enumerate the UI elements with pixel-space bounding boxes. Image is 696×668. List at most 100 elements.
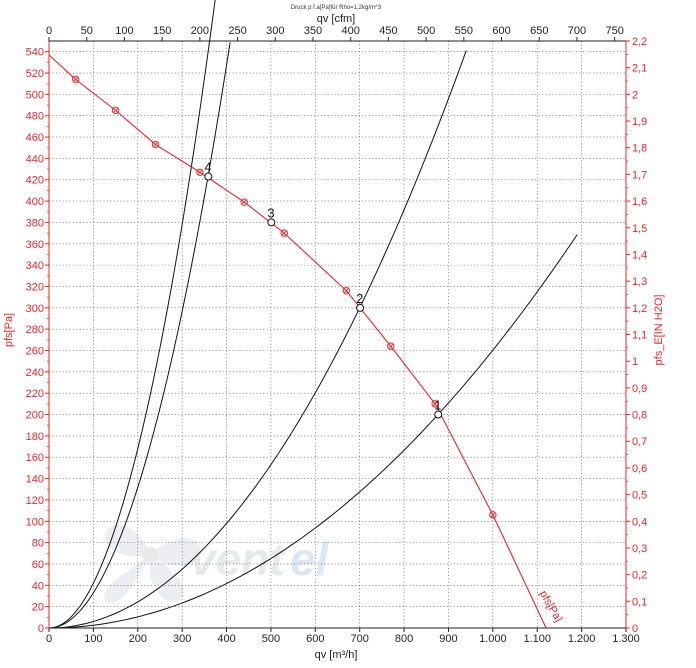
fan-curve-marker-5 [240,198,248,206]
x2-tick-label-5: 250 [228,25,246,37]
x2-tick-label-3: 150 [153,25,171,37]
x-tick-label-12: 1.200 [568,633,596,645]
x2-tick-label-11: 550 [455,25,473,37]
fan-curve-marker-3 [151,140,160,149]
x2-tick-label-10: 500 [417,25,435,37]
operating-point-label-2: 2 [356,291,363,306]
y-tick-label-26: 520 [26,68,44,80]
y-tick-label-16: 320 [26,281,44,293]
fan-curve-marker-6 [280,229,288,237]
operating-point-4 [204,172,213,181]
fan-curve-marker-10 [489,511,497,519]
operating-point-label-1: 1 [434,398,441,413]
x-tick-label-4: 400 [217,633,235,645]
x-tick-label-7: 700 [351,633,369,645]
y2-tick-label-8: 0,8 [632,410,647,422]
marker-ring [431,400,439,408]
marker-ring [342,287,351,295]
x2-tick-label-1: 50 [81,25,93,37]
y-tick-label-24: 480 [26,111,44,123]
y-tick-label-2: 40 [32,580,44,592]
operating-point-label-3: 3 [267,205,274,220]
x-tick-label-8: 800 [395,633,413,645]
y2-tick-label-6: 0,6 [632,463,647,475]
x2-tick-label-0: 0 [46,25,52,37]
y2-tick-label-0: 0 [632,623,638,635]
y2-tick-label-11: 1,1 [632,330,647,342]
points-layer: 1 2 3 4 [204,160,443,419]
marker-slash [113,107,119,113]
marker-ring [387,342,395,350]
y2-tick-label-5: 0,5 [632,490,647,502]
y2-tick-label-7: 0,7 [632,436,647,448]
y-tick-label-8: 160 [26,452,44,464]
y-tick-label-7: 140 [26,474,44,486]
fan-curve-marker-8 [387,342,395,350]
x-tick-label-11: 1.100 [523,633,551,645]
marker-slash [490,512,496,518]
marker-ring [240,198,248,206]
marker-slash [388,343,394,349]
chart-title: Druck p f.a[Pa]für Rho=1,2kg/m^3 [291,5,382,11]
y2-tick-label-20: 2 [632,89,638,101]
y2-tick-label-13: 1,3 [632,276,647,288]
x2-tick-label-8: 400 [342,25,360,37]
fan-curve-marker-9 [431,400,439,408]
marker-ring [71,75,80,84]
system-curve-1 [48,234,578,629]
marker-ring [196,168,204,176]
y-tick-label-12: 240 [26,367,44,379]
y2-tick-label-16: 1,6 [632,196,647,208]
grid-lines [49,41,626,628]
x-tick-label-5: 500 [262,633,280,645]
y-tick-label-15: 300 [26,303,44,315]
curves-layer [48,0,578,629]
system-curve-2 [48,50,467,629]
x-tick-label-1: 100 [84,633,102,645]
operating-point-2 [356,303,365,312]
svg-text:el: el [290,533,330,585]
marker-ring [280,229,288,237]
x2-tick-label-14: 700 [568,25,586,37]
marker-ring [111,106,120,115]
operating-point-3 [267,218,276,227]
y2-tick-label-12: 1,2 [632,303,647,315]
x-axis-title: qv [m³/h] [315,649,358,661]
y2-tick-label-4: 0,4 [632,516,647,528]
marker-slash [153,142,159,148]
y-tick-label-18: 360 [26,239,44,251]
y-tick-label-13: 260 [26,346,44,358]
fan-curve-marker-1 [71,75,80,84]
x2-tick-label-4: 200 [191,25,209,37]
x-tick-label-2: 200 [129,633,147,645]
x2-tick-label-9: 450 [379,25,397,37]
y2-tick-label-19: 1,9 [632,116,647,128]
y2-tick-label-10: 1 [632,356,638,368]
y-tick-label-10: 200 [26,410,44,422]
y-tick-label-20: 400 [26,196,44,208]
y-tick-label-25: 500 [26,89,44,101]
system-curve-4 [48,42,231,629]
y2-tick-label-17: 1,7 [632,169,647,181]
fan-curve-marker-7 [342,287,351,295]
y-tick-label-22: 440 [26,153,44,165]
fan-curve-label: pfs[Pa] [537,589,565,625]
marker-ring [489,511,497,519]
y-axis-title: pfs[Pa] [3,313,15,347]
system-curve-3 [48,0,216,629]
x-axis-top-title: qv [cfm] [317,13,356,25]
x2-tick-label-6: 300 [266,25,284,37]
marker-ring [151,140,160,149]
y2-tick-label-14: 1,4 [632,249,647,261]
x2-tick-label-15: 750 [606,25,624,37]
y-tick-label-23: 460 [26,132,44,144]
y-tick-label-19: 380 [26,217,44,229]
fan-curve-line [48,54,547,629]
y-tick-label-0: 0 [38,623,44,635]
y-tick-label-17: 340 [26,260,44,272]
y-tick-label-9: 180 [26,431,44,443]
y2-tick-label-9: 0,9 [632,383,647,395]
y2-tick-label-21: 2,1 [632,63,647,75]
marker-slash [73,76,79,82]
